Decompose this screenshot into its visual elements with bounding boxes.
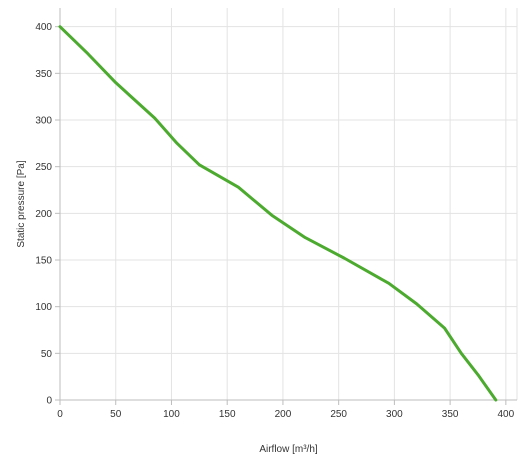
series-line: [58, 25, 498, 402]
y-axis-title: Static pressure [Pa]: [16, 160, 27, 247]
y-tick-label: 0: [46, 396, 52, 407]
y-tick-label: 150: [35, 256, 52, 267]
x-tick-label: 350: [442, 409, 459, 420]
y-tick-label: 250: [35, 162, 52, 173]
series-lines: [58, 25, 498, 402]
x-tick-label: 200: [275, 409, 292, 420]
y-tick-label: 100: [35, 302, 52, 313]
grid-lines: [60, 8, 518, 400]
x-tick-label: 50: [110, 409, 122, 420]
x-axis-title: Airflow [m³/h]: [259, 444, 318, 455]
y-tick-label: 400: [35, 22, 52, 33]
x-tick-label: 300: [386, 409, 403, 420]
axes: [55, 8, 517, 405]
x-tick-label: 100: [163, 409, 180, 420]
y-tick-label: 350: [35, 69, 52, 80]
x-tick-label: 400: [498, 409, 515, 420]
x-tick-label: 0: [57, 409, 63, 420]
y-tick-label: 200: [35, 209, 52, 220]
y-tick-label: 50: [41, 349, 53, 360]
tick-labels: 0 50 100 150 200 250 300 350 400 0 50 100 150 200 250 3…: [35, 22, 514, 420]
y-tick-label: 300: [35, 116, 52, 127]
x-tick-label: 250: [330, 409, 347, 420]
x-tick-label: 150: [219, 409, 236, 420]
